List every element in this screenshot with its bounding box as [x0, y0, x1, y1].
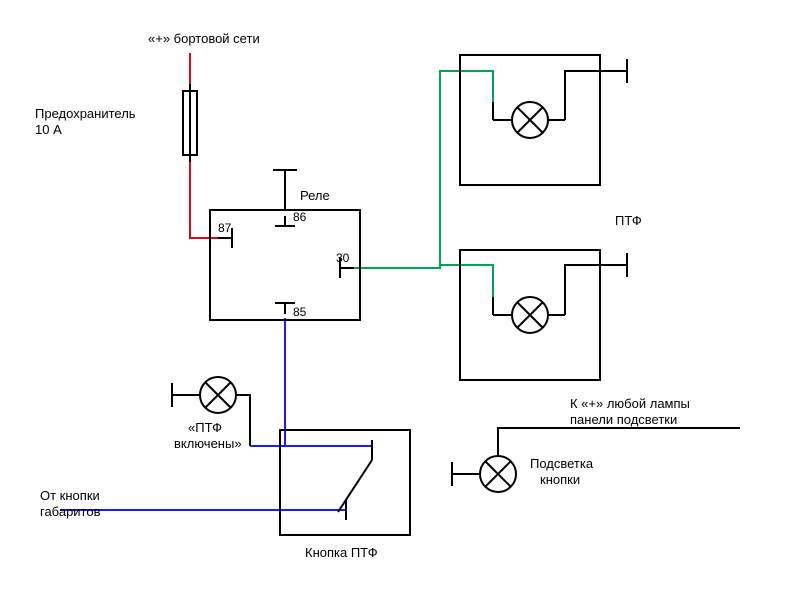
- label-gabarits-l1: От кнопки: [40, 488, 100, 503]
- ptf-bottom: [460, 250, 600, 380]
- relay: [210, 210, 360, 320]
- lamp-ptf-on: [200, 377, 236, 413]
- wire-ptf-bottom-ground: [565, 265, 627, 297]
- label-pin85: 85: [293, 305, 307, 319]
- label-backlight-l1: Подсветка: [530, 456, 594, 471]
- label-backlight-l2: кнопки: [540, 472, 580, 487]
- label-switch: Кнопка ПТФ: [305, 545, 378, 560]
- label-panel-l1: К «+» любой лампы: [570, 396, 690, 411]
- lamp-backlight: [480, 456, 516, 492]
- label-ptf-on-l2: включены»: [174, 436, 242, 451]
- fuse: [183, 84, 197, 162]
- label-pin30: 30: [336, 251, 350, 265]
- wiring-diagram: «+» бортовой сети Предохранитель 10 А Ре…: [0, 0, 795, 606]
- label-ptf: ПТФ: [615, 213, 642, 228]
- label-fuse-l2: 10 А: [35, 122, 62, 137]
- wire-switch-blue: [60, 318, 372, 510]
- wire-ptf-top-ground: [565, 71, 627, 102]
- label-relay: Реле: [300, 188, 330, 203]
- label-power-plus: «+» бортовой сети: [148, 31, 260, 46]
- label-pin87: 87: [218, 221, 232, 235]
- ptf-top: [460, 55, 600, 185]
- wire-backlight-to-panel: [498, 428, 740, 456]
- label-fuse-l1: Предохранитель: [35, 106, 136, 121]
- label-pin86: 86: [293, 210, 307, 224]
- label-ptf-on-l1: «ПТФ: [188, 420, 222, 435]
- label-panel-l2: панели подсветки: [570, 412, 677, 427]
- label-gabarits-l2: габаритов: [40, 504, 101, 519]
